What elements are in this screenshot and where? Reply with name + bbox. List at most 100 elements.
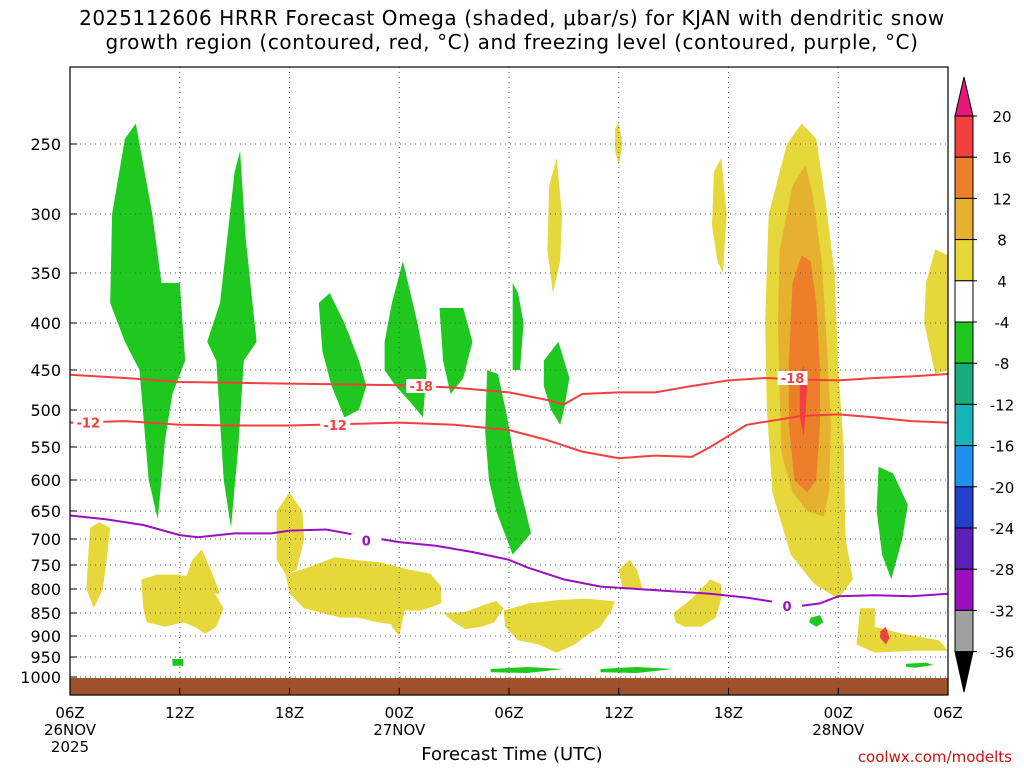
colorbar-label-7: -12 [990,396,1015,414]
colorbar-swatch-1 [954,115,974,158]
y-tick-label-9: 700 [30,530,61,549]
contour-label-2-0: 0 [362,535,371,550]
contour-label-bg-2-1 [772,598,803,613]
colorbar-label-1: 16 [992,149,1011,167]
chart-title-line-1: 2025112606 HRRR Forecast Omega (shaded, … [79,6,945,30]
contour-label-1-0: -12 [77,417,101,432]
omega-region-9 [172,659,184,666]
colorbar-swatch-6 [954,321,974,364]
colorbar-label-3: 8 [997,232,1007,250]
contour-label-bg-1-1 [320,417,351,432]
omega-region-4 [439,308,473,394]
x-tick-label-8: 06Z [933,704,962,722]
colorbar-swatch-8 [954,403,974,447]
contour-label-1-1: -12 [323,419,347,434]
y-tick-label-11: 800 [30,580,61,599]
contour-label-0-0: -18 [409,380,433,395]
x-tick-label-2: 18Z [275,704,304,722]
contour-line-0 [69,373,949,406]
y-tick-label-6: 550 [30,438,61,457]
y-tick-label-7: 600 [30,471,61,490]
colorbar-label-0: 20 [992,108,1011,126]
x-axis-title: Forecast Time (UTC) [421,744,603,765]
omega-region-25 [547,158,562,293]
y-tick-label-1: 300 [30,205,61,224]
x-tick-label-1: 12Z [165,704,194,722]
colorbar-top-arrow [954,76,974,117]
y-tick-label-10: 750 [30,556,61,575]
contour-layer: -18 -18 -12 -12 0 0 [69,371,949,615]
y-tick-label-2: 350 [30,264,61,283]
colorbar-label-4: 4 [997,273,1007,291]
y-tick-label-0: 250 [30,135,61,154]
omega-shading-layer [86,123,948,673]
omega-region-23 [618,559,643,589]
omega-region-2 [318,293,367,418]
colorbar-swatch-5 [954,280,974,323]
omega-region-10 [490,667,564,673]
x-tick-label-0: 06Z [55,704,84,722]
x-tick-label-3: 00Z [385,704,414,722]
colorbar-label-13: -36 [990,644,1015,662]
omega-region-13 [809,615,824,627]
omega-region-12 [905,662,934,668]
contour-label-bg-2-0 [351,533,382,548]
omega-region-8 [876,466,908,580]
y-tick-label-15: 1000 [20,668,61,687]
credit-text: coolwx.com/modelts [857,748,1012,766]
omega-region-0 [110,123,186,520]
y-tick-label-3: 400 [30,314,61,333]
colorbar-swatch-3 [954,197,974,241]
omega-region-20 [388,610,405,636]
colorbar-label-8: -16 [990,438,1015,456]
contour-line-1 [69,413,949,460]
colorbar-label-2: 12 [992,190,1011,208]
x-tick-sublabel-7-0: 28NOV [812,721,865,739]
contour-line-2 [69,514,949,607]
omega-region-5 [512,283,524,370]
colorbar-swatch-2 [954,156,974,199]
contour-label-2-1: 0 [783,600,792,615]
omega-region-18 [276,492,305,575]
y-tick-label-4: 450 [30,361,61,380]
colorbar: 20 16 12 8 4 -4 -8 -12 -16 -20 -24 -28 -32 -36 [954,76,1015,693]
omega-region-11 [600,667,674,673]
chart-title: 2025112606 HRRR Forecast Omega (shaded, … [0,6,1024,54]
omega-region-6 [485,370,531,555]
omega-region-29 [924,249,948,374]
colorbar-bottom-arrow [954,651,974,693]
colorbar-swatch-11 [954,527,974,570]
x-tick-label-5: 12Z [604,704,633,722]
omega-region-21 [443,601,504,630]
chart-title-line-2: growth region (contoured, red, °C) and f… [105,30,919,54]
omega-region-33 [880,626,890,645]
colorbar-swatch-4 [954,239,974,282]
y-tick-label-8: 650 [30,502,61,521]
y-tick-label-5: 500 [30,401,61,420]
y-tick-label-13: 900 [30,627,61,646]
x-tick-label-7: 00Z [824,704,853,722]
omega-region-26 [615,123,623,165]
contour-label-0-1: -18 [781,372,805,387]
omega-region-1 [207,151,257,528]
omega-region-24 [673,579,722,627]
omega-region-15 [86,522,111,609]
colorbar-label-9: -20 [990,479,1015,497]
colorbar-swatch-7 [954,362,974,405]
omega-region-17 [183,549,220,594]
x-tick-sublabel-0-0: 26NOV [44,721,97,739]
x-tick-sublabel-0-1: 2025 [51,738,89,756]
y-tick-label-12: 850 [30,604,61,623]
contour-label-bg-0-0 [406,379,437,393]
colorbar-label-5: -4 [995,314,1010,332]
colorbar-label-11: -28 [990,561,1015,579]
x-tick-label-6: 18Z [714,704,743,722]
colorbar-swatch-13 [954,609,974,653]
omega-region-28 [856,608,948,653]
colorbar-swatch-10 [954,486,974,529]
x-tick-label-4: 06Z [494,704,523,722]
contour-label-bg-1-0 [73,415,104,430]
colorbar-swatch-9 [954,445,974,488]
omega-region-22 [503,598,616,653]
